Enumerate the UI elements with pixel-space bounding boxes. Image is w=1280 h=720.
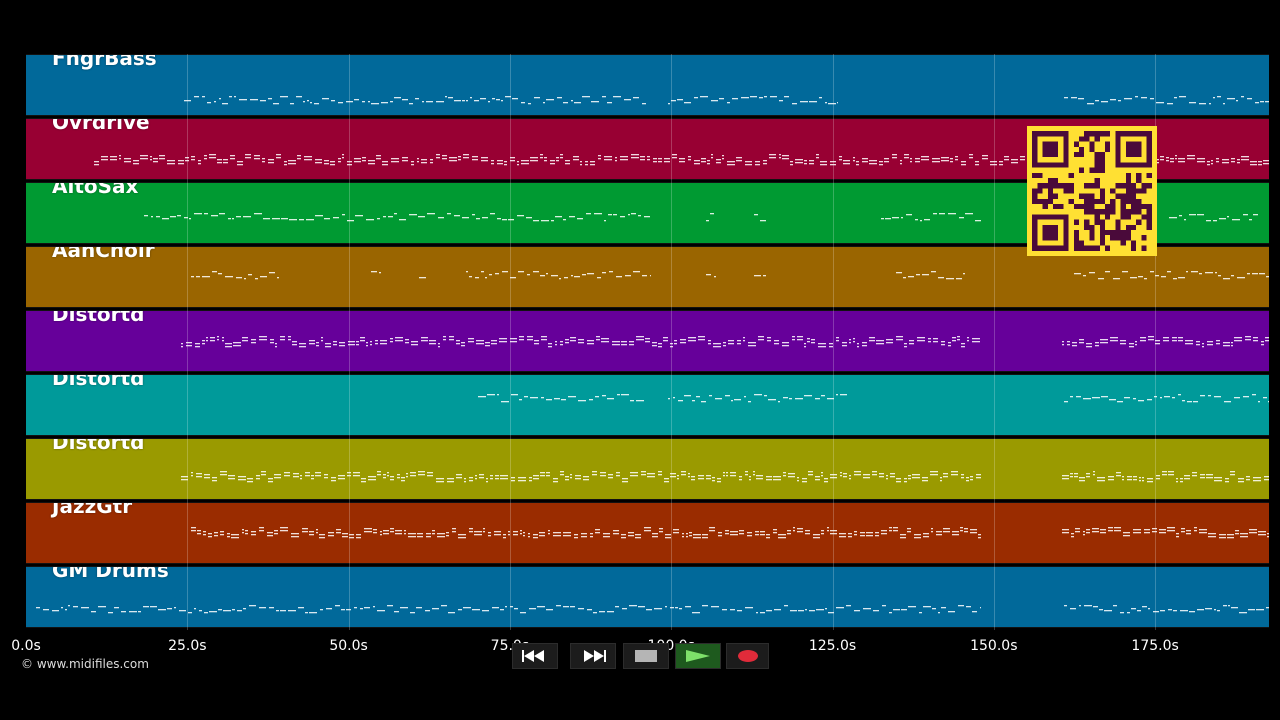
rewind-icon — [522, 650, 544, 662]
track-name: Distortd — [52, 374, 145, 390]
track-name: Ovrdrive — [52, 118, 150, 134]
grid-line — [1155, 54, 1157, 630]
track-name: GM Drums — [52, 566, 169, 582]
track-name: FngrBass — [52, 54, 157, 70]
fast-forward-icon — [584, 650, 606, 662]
track-lane[interactable]: Distortd — [26, 310, 1269, 372]
stop-button[interactable] — [623, 643, 669, 669]
track-lane[interactable]: Distortd — [26, 374, 1269, 436]
track-lane[interactable]: FngrBass — [26, 54, 1269, 116]
time-tick-label: 50.0s — [329, 638, 368, 654]
note-pattern — [181, 471, 1269, 483]
stop-icon — [635, 650, 657, 662]
note-pattern — [144, 213, 1258, 222]
grid-line — [509, 54, 511, 630]
track-name: JazzGtr — [52, 502, 133, 518]
track-name: Distortd — [52, 310, 145, 326]
grid-line — [671, 54, 673, 630]
track-lane[interactable]: Distortd — [26, 438, 1269, 500]
track-name: AltoSax — [52, 182, 139, 198]
fast-forward-button[interactable] — [570, 643, 616, 669]
track-name: Distortd — [52, 438, 145, 454]
note-pattern — [36, 605, 1269, 614]
grid-line — [348, 54, 350, 630]
play-icon — [686, 650, 710, 662]
grid-line — [993, 54, 995, 630]
track-lane[interactable]: AahChoir — [26, 246, 1269, 308]
record-button[interactable] — [726, 643, 769, 669]
record-icon — [737, 650, 758, 662]
time-tick-label: 125.0s — [808, 638, 857, 654]
play-button[interactable] — [675, 643, 721, 669]
track-name: AahChoir — [52, 246, 155, 262]
track-lane[interactable]: GM Drums — [26, 566, 1269, 628]
grid-line — [187, 54, 189, 630]
rewind-button[interactable] — [512, 643, 558, 669]
piano-roll[interactable]: FngrBass Ovrdrive AltoSax AahChoir Distortd D… — [26, 54, 1269, 630]
time-tick-label: 150.0s — [970, 638, 1018, 654]
time-tick-label: 175.0s — [1131, 638, 1179, 654]
note-pattern — [191, 271, 1269, 280]
track-lane[interactable]: JazzGtr — [26, 502, 1269, 564]
note-pattern — [181, 336, 1269, 348]
grid-line — [832, 54, 834, 630]
time-tick-label: 0.0s — [11, 638, 41, 654]
qr-code[interactable] — [1027, 126, 1157, 256]
time-tick-label: 25.0s — [168, 638, 207, 654]
note-pattern — [478, 394, 1269, 403]
note-pattern — [184, 96, 1269, 105]
note-pattern — [191, 527, 1269, 539]
transport-controls — [512, 643, 769, 669]
copyright-text: © www.midifiles.com — [21, 657, 149, 671]
note-pattern — [94, 154, 1269, 166]
